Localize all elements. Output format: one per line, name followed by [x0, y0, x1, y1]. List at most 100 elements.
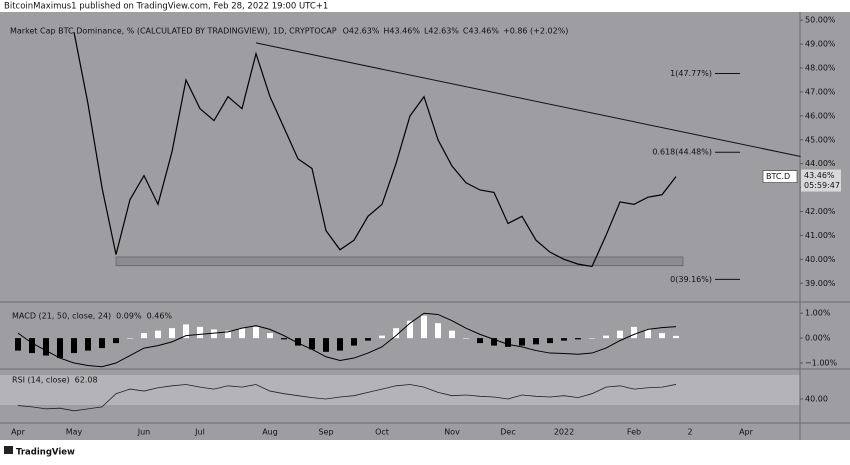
macd-histogram-bar [421, 315, 427, 339]
ohlc-label: +0.86 (+2.02%) [503, 27, 568, 36]
last-price: 43.46% [804, 171, 835, 180]
macd-histogram-bar [337, 338, 343, 351]
macd-histogram-bar [603, 335, 609, 339]
rsi-line [17, 384, 677, 412]
macd-histogram-bar [561, 338, 567, 341]
macd-histogram-bar [211, 329, 217, 339]
macd-line [17, 312, 677, 368]
x-tick-label: Dec [500, 428, 515, 437]
macd-histogram-bar [631, 326, 637, 339]
x-tick-label: Jun [137, 428, 151, 437]
x-tick-label: 2 [687, 428, 692, 437]
macd-histogram-bar [393, 328, 399, 339]
y-tick-label: 42.00% [805, 207, 836, 216]
macd-histogram-bar [645, 329, 651, 339]
x-tick-label: Sep [318, 428, 333, 437]
macd-histogram-bar [673, 335, 679, 339]
macd-histogram-bar [309, 338, 315, 350]
macd-histogram-bar [141, 333, 147, 339]
macd-histogram-bar [659, 333, 665, 339]
price-axis-badge [801, 169, 841, 192]
y-tick-label: 40.00% [805, 255, 836, 264]
rsi-band [0, 375, 800, 405]
ohlc-label: H43.46% [383, 27, 420, 36]
trendline [255, 42, 801, 157]
macd-histogram-bar [617, 330, 623, 339]
rsi-label: RSI (14, close) [12, 376, 70, 385]
x-tick-label: Aug [262, 428, 278, 437]
macd-value: 0.46% [147, 312, 173, 321]
macd-histogram-bar [71, 338, 77, 354]
fib-label: 1(47.77%) [670, 69, 712, 78]
macd-histogram-bar [197, 326, 203, 339]
y-tick-label: 47.00% [805, 87, 836, 96]
macd-label: MACD (21, 50, close, 24) [12, 312, 111, 321]
macd-histogram-bar [365, 338, 371, 341]
macd-histogram-bar [505, 338, 511, 347]
macd-histogram-bar [15, 338, 21, 351]
macd-histogram-bar [491, 338, 497, 346]
macd-value: 0.09% [116, 312, 142, 321]
macd-histogram-bar [155, 330, 161, 339]
macd-histogram-bar [43, 338, 49, 356]
x-tick-label: Apr [11, 428, 26, 437]
fib-label: 0(39.16%) [670, 275, 712, 284]
publisher-line: BitcoinMaximus1 published on TradingView… [4, 2, 328, 12]
macd-histogram-bar [407, 320, 413, 339]
y-tick-label: 45.00% [805, 135, 836, 144]
x-tick-label: Jul [194, 428, 205, 437]
price-line [73, 32, 677, 268]
macd-histogram-bar [253, 326, 259, 339]
macd-histogram-bar [29, 338, 35, 354]
y-tick-label: 46.00% [805, 111, 836, 120]
macd-histogram-bar [463, 338, 469, 339]
y-tick-label: 48.00% [805, 64, 836, 73]
support-zone [115, 256, 684, 267]
y-tick-label: 50.00% [805, 16, 836, 25]
macd-histogram-bar [169, 328, 175, 339]
x-tick-label: Apr [739, 428, 754, 437]
price-badge [762, 170, 798, 183]
macd-histogram-bar [127, 338, 133, 339]
macd-histogram-bar [351, 338, 357, 346]
footer-brand: TradingView [16, 448, 75, 458]
macd-histogram-bar [435, 323, 441, 339]
x-tick-label: 2022 [554, 428, 574, 437]
macd-histogram-bar [99, 338, 105, 349]
macd-histogram-bar [575, 338, 581, 340]
x-tick-label: Nov [444, 428, 460, 437]
ohlc-label: L42.63% [424, 27, 459, 36]
x-tick-label: May [66, 428, 83, 437]
macd-histogram-bar [239, 328, 245, 339]
ohlc-label: O42.63% [343, 27, 380, 36]
macd-histogram-bar [323, 338, 329, 352]
legend: Market Cap BTC Dominance, % (CALCULATED … [10, 27, 337, 36]
brand-logo [4, 446, 13, 454]
macd-histogram-bar [295, 338, 301, 346]
y-tick-label: 39.00% [805, 279, 836, 288]
countdown: 05:59:47 [804, 181, 840, 190]
y-tick-label: 1.00% [805, 309, 831, 318]
macd-histogram-bar [57, 338, 63, 359]
y-tick-label: 49.00% [805, 40, 836, 49]
macd-histogram-bar [589, 338, 595, 339]
macd-histogram-bar [547, 338, 553, 344]
x-tick-label: Oct [375, 428, 389, 437]
ohlc-label: C43.46% [463, 27, 499, 36]
chart-title: Market Cap BTC Dominance, % (CALCULATED … [10, 27, 337, 36]
x-tick-label: Feb [627, 428, 641, 437]
y-tick-label: 40.00 [805, 394, 828, 403]
macd-histogram-bar [267, 333, 273, 339]
y-tick-label: 44.00% [805, 159, 836, 168]
macd-histogram-bar [183, 324, 189, 339]
rsi-value: 62.08 [75, 376, 98, 385]
macd-histogram-bar [533, 338, 539, 345]
macd-histogram-bar [477, 338, 483, 344]
y-tick-label: 0.00% [805, 334, 831, 343]
badge-name: BTC.D [766, 172, 790, 181]
y-tick-label: −1.00% [805, 359, 838, 368]
macd-histogram-bar [449, 330, 455, 339]
macd-histogram-bar [281, 338, 287, 340]
macd-histogram-bar [85, 338, 91, 351]
